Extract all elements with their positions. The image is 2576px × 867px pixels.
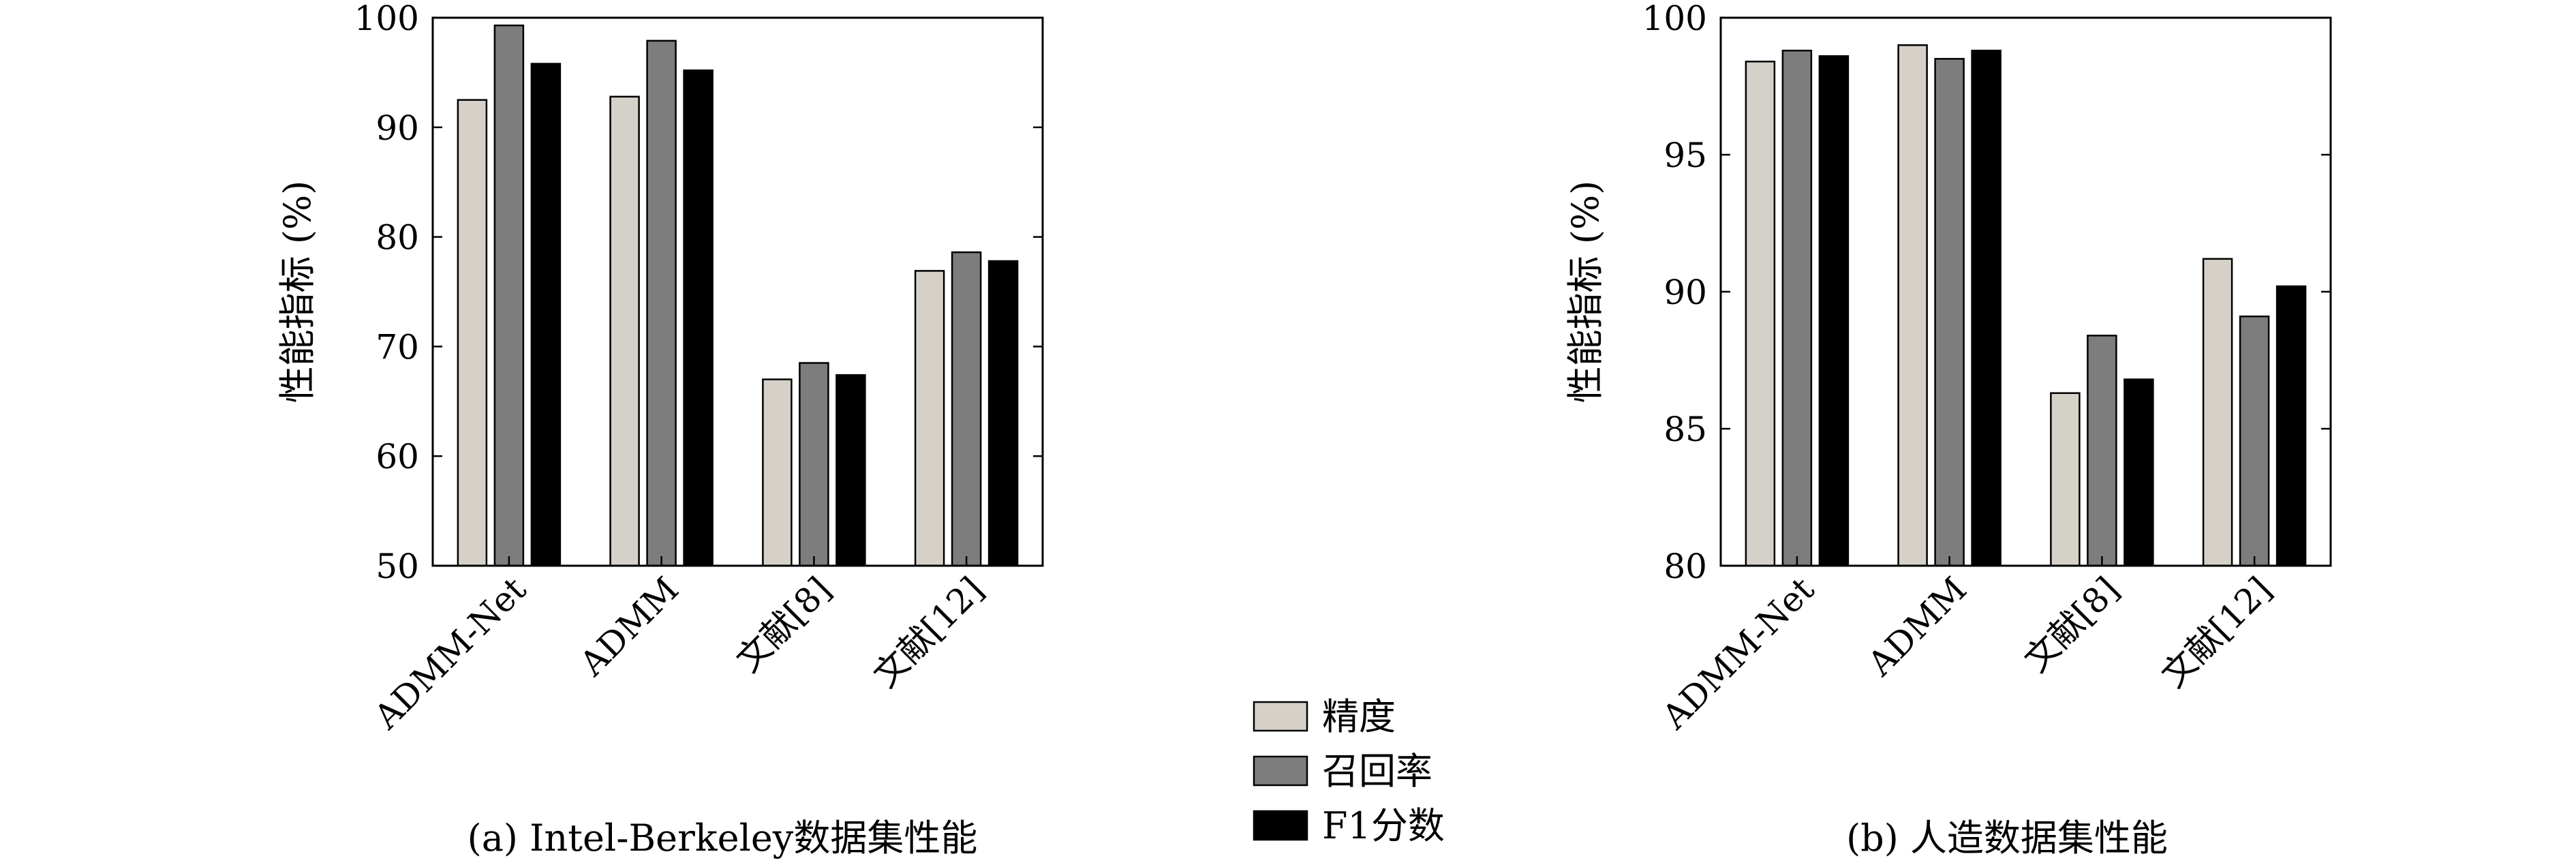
bar-f1-2: [2123, 378, 2154, 567]
bar-recall-0: [1781, 49, 1813, 567]
plot-frame: [431, 16, 1044, 567]
y-tick-label: 80: [1663, 547, 1707, 586]
bar-precision-0: [457, 99, 488, 567]
x-tick-label: 文献[12]: [2153, 569, 2279, 695]
y-tick-label: 50: [375, 547, 419, 586]
y-axis-label: 性能指标 (%): [1564, 181, 1607, 404]
y-axis-label: 性能指标 (%): [276, 181, 319, 404]
bar-precision-3: [2202, 258, 2233, 567]
bar-f1-3: [987, 260, 1019, 567]
bar-precision-2: [762, 378, 793, 567]
x-tick-label: ADMM: [1860, 569, 1974, 684]
y-tick-label: 100: [1642, 0, 1707, 38]
y-tick-label: 60: [375, 437, 419, 476]
bar-f1-0: [530, 63, 562, 567]
legend-swatch: [1253, 810, 1308, 841]
bar-f1-1: [683, 69, 714, 567]
bar-recall-2: [799, 362, 829, 567]
legend-label: 召回率: [1322, 750, 1432, 793]
legend-swatch: [1253, 701, 1308, 732]
y-tick-label: 95: [1663, 136, 1707, 175]
plot-frame: [1719, 16, 2332, 567]
bar-f1-0: [1818, 55, 1850, 567]
legend-label: 精度: [1322, 695, 1396, 738]
x-tick-label: ADMM-Net: [1654, 569, 1822, 737]
panel-b: ADMM-Net ADMM 文献[8] 文献[12] 80 85 90 95 100 性能指标 (…: [1564, 0, 2332, 860]
bar-recall-0: [493, 25, 525, 567]
panel-a: ADMM-Net ADMM 文献[8] 文献[12] 50 60 70 80 90 100 性能指标…: [276, 0, 1044, 860]
bar-precision-2: [2050, 392, 2081, 567]
x-tick-label: 文献[8]: [2017, 569, 2127, 680]
x-tick-label: 文献[8]: [729, 569, 839, 680]
legend-swatch: [1253, 755, 1308, 787]
y-tick-label: 70: [375, 327, 419, 367]
y-tick-label: 100: [354, 0, 419, 38]
bar-f1-2: [835, 374, 866, 567]
panel-caption: (a) Intel-Berkeley数据集性能: [467, 817, 978, 860]
y-tick-label: 90: [375, 108, 419, 148]
y-tick-label: 80: [375, 218, 419, 258]
bar-precision-1: [1897, 44, 1928, 567]
bar-recall-1: [646, 40, 677, 567]
bar-f1-3: [2275, 285, 2307, 567]
y-tick-label: 85: [1663, 410, 1707, 449]
bar-recall-3: [2239, 315, 2270, 567]
panel-caption: (b) 人造数据集性能: [1846, 817, 2168, 860]
x-tick-label: 文献[12]: [865, 569, 991, 695]
bar-f1-1: [1971, 49, 2002, 567]
bar-precision-1: [609, 95, 640, 567]
legend-label: F1分数: [1322, 804, 1445, 847]
bar-recall-3: [951, 251, 982, 567]
x-tick-label: ADMM-Net: [366, 569, 534, 737]
x-tick-label: ADMM: [572, 569, 686, 684]
y-tick-label: 90: [1663, 273, 1707, 312]
bar-precision-3: [914, 270, 945, 567]
bar-precision-0: [1745, 61, 1776, 567]
bar-recall-1: [1934, 58, 1965, 567]
bar-recall-2: [2087, 335, 2117, 567]
